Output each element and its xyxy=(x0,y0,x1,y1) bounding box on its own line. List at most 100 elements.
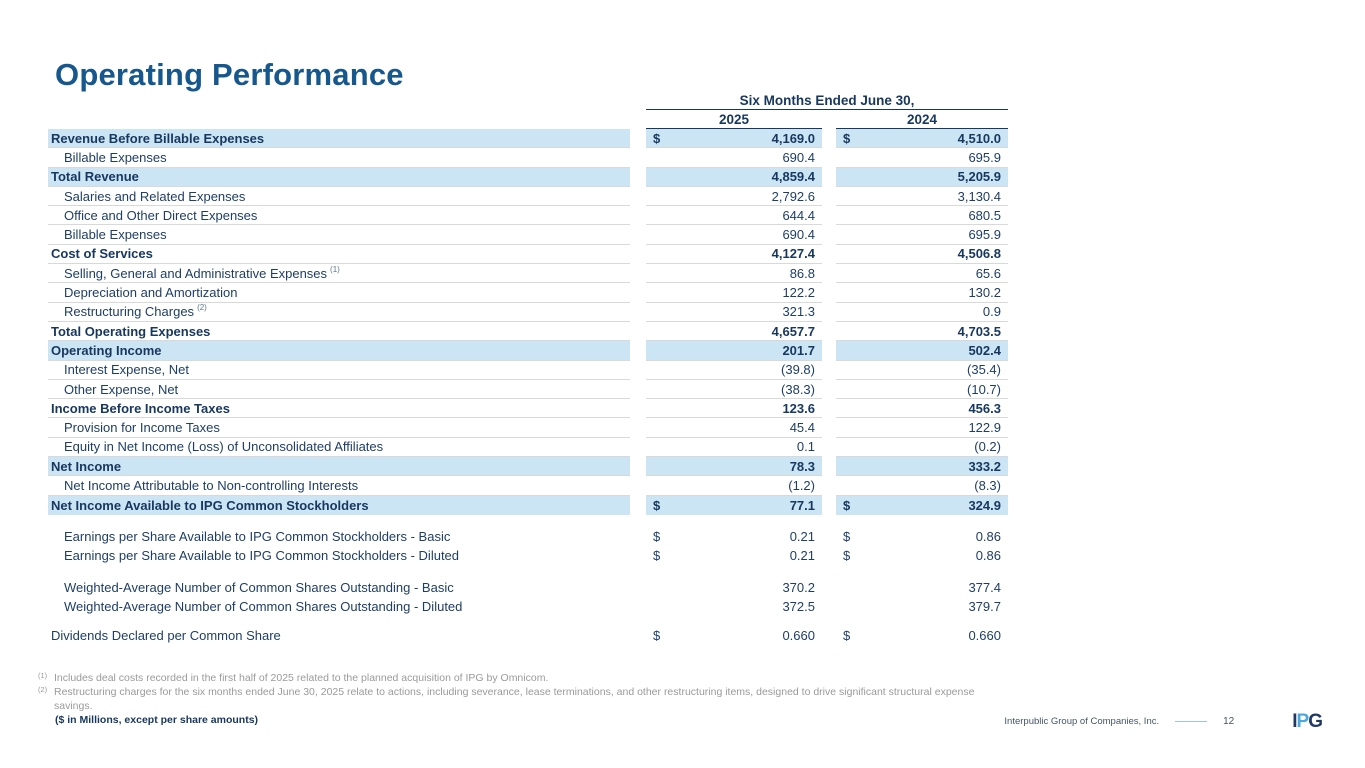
row-label: Equity in Net Income (Loss) of Unconsoli… xyxy=(48,438,630,458)
value-2025: 321.3 xyxy=(646,303,822,322)
value-number: 690.4 xyxy=(782,149,815,165)
table-rows: Revenue Before Billable Expenses $4,169.0… xyxy=(48,129,1008,645)
column-gap xyxy=(630,361,646,380)
column-gap xyxy=(630,187,646,206)
column-gap xyxy=(822,457,836,476)
column-gap xyxy=(630,168,646,187)
column-gap xyxy=(630,578,646,597)
value-number: 456.3 xyxy=(968,400,1001,416)
value-number: 695.9 xyxy=(968,227,1001,243)
value-number: 5,205.9 xyxy=(957,169,1001,185)
table-row: Interest Expense, Net (39.8) (35.4) xyxy=(48,361,1008,380)
value-number: 78.3 xyxy=(789,458,815,474)
value-number: 77.1 xyxy=(789,497,815,513)
column-gap xyxy=(822,283,836,302)
table-row: Dividends Declared per Common Share $0.66… xyxy=(48,626,1008,645)
column-gap xyxy=(822,438,836,457)
value-number: 123.6 xyxy=(782,400,815,416)
row-label: Total Operating Expenses xyxy=(48,322,630,342)
value-2025: 370.2 xyxy=(646,578,822,597)
column-gap xyxy=(822,380,836,399)
value-2024: 5,205.9 xyxy=(836,167,1008,187)
row-label: Billable Expenses xyxy=(48,225,630,245)
period-header: Six Months Ended June 30, xyxy=(646,92,1008,110)
value-2025: 0.1 xyxy=(646,438,822,458)
value-number: 4,506.8 xyxy=(957,246,1001,262)
column-gap xyxy=(822,206,836,225)
column-gap xyxy=(630,264,646,283)
table-row: Billable Expenses 690.4 695.9 xyxy=(48,148,1008,168)
value-number: 644.4 xyxy=(782,207,815,223)
value-number: 4,859.4 xyxy=(771,169,815,185)
column-gap xyxy=(822,476,836,495)
column-gap xyxy=(630,399,646,418)
column-gap xyxy=(822,303,836,322)
value-2025: $4,169.0 xyxy=(646,129,822,149)
row-label: Office and Other Direct Expenses xyxy=(48,206,630,226)
value-2025: 690.4 xyxy=(646,225,822,245)
value-2025: 2,792.6 xyxy=(646,187,822,207)
value-2025: (38.3) xyxy=(646,380,822,400)
row-label: Revenue Before Billable Expenses xyxy=(48,129,630,149)
ipg-logo: IPG xyxy=(1292,711,1323,732)
value-2024: $324.9 xyxy=(836,495,1008,515)
value-2025: $77.1 xyxy=(646,495,822,515)
footnote-reference: (1) xyxy=(330,264,340,274)
column-gap xyxy=(630,129,646,148)
value-2024: 130.2 xyxy=(836,283,1008,303)
table-row: Earnings per Share Available to IPG Comm… xyxy=(48,546,1008,565)
dollar-sign: $ xyxy=(843,497,851,513)
value-2024: (10.7) xyxy=(836,380,1008,400)
value-2024: 502.4 xyxy=(836,341,1008,361)
footnote-1-text: Includes deal costs recorded in the firs… xyxy=(54,672,549,684)
footnotes: (1) Includes deal costs recorded in the … xyxy=(38,671,989,713)
column-gap xyxy=(822,322,836,341)
table-row: Net Income Available to IPG Common Stock… xyxy=(48,495,1008,515)
column-gap xyxy=(822,168,836,187)
table-row: Cost of Services 4,127.4 4,506.8 xyxy=(48,245,1008,265)
row-label: Weighted-Average Number of Common Shares… xyxy=(64,579,454,595)
column-gap xyxy=(822,418,836,437)
value-2024: 695.9 xyxy=(836,148,1008,168)
row-label: Provision for Income Taxes xyxy=(48,418,630,438)
column-gap xyxy=(630,496,646,515)
row-label: Earnings per Share Available to IPG Comm… xyxy=(64,529,451,545)
value-2025: 4,859.4 xyxy=(646,167,822,187)
value-2025: 4,127.4 xyxy=(646,245,822,265)
table-row: Equity in Net Income (Loss) of Unconsoli… xyxy=(48,438,1008,458)
value-number: 0.1 xyxy=(796,439,815,455)
column-gap xyxy=(822,399,836,418)
value-2025: 4,657.7 xyxy=(646,322,822,342)
column-gap xyxy=(822,578,836,597)
value-number: 0.9 xyxy=(982,304,1001,320)
column-gap xyxy=(630,597,646,616)
row-label: Weighted-Average Number of Common Shares… xyxy=(64,598,463,614)
value-2024: 377.4 xyxy=(836,578,1008,597)
row-label: Cost of Services xyxy=(48,245,630,265)
dollar-sign: $ xyxy=(843,548,851,564)
table-row: Selling, General and Administrative Expe… xyxy=(48,264,1008,284)
column-gap xyxy=(630,476,646,495)
footnote-reference: (2) xyxy=(197,303,207,313)
dollar-sign: $ xyxy=(653,529,661,545)
value-number: 0.86 xyxy=(975,529,1001,545)
column-gap xyxy=(630,206,646,225)
column-gap xyxy=(630,303,646,322)
value-2025: 122.2 xyxy=(646,283,822,303)
column-gap xyxy=(822,361,836,380)
table-row: Total Revenue 4,859.4 5,205.9 xyxy=(48,167,1008,187)
value-2025: $0.21 xyxy=(646,527,822,546)
row-label: Net Income Available to IPG Common Stock… xyxy=(48,495,630,515)
table-row: Net Income Attributable to Non-controlli… xyxy=(48,476,1008,496)
column-gap xyxy=(822,264,836,283)
value-2025: 644.4 xyxy=(646,206,822,226)
column-gap xyxy=(822,129,836,148)
logo-letter-g: G xyxy=(1308,711,1323,732)
value-2024: 65.6 xyxy=(836,264,1008,284)
table-row: Total Operating Expenses 4,657.7 4,703.5 xyxy=(48,322,1008,342)
value-number: (8.3) xyxy=(974,477,1001,493)
row-spacer xyxy=(48,515,1008,527)
column-gap xyxy=(630,148,646,167)
value-number: 4,127.4 xyxy=(771,246,815,262)
column-gap xyxy=(822,597,836,616)
